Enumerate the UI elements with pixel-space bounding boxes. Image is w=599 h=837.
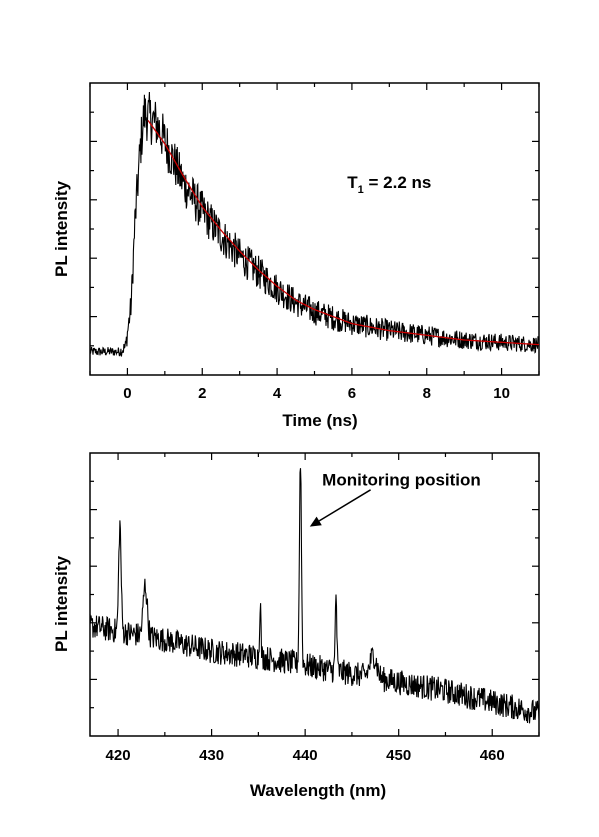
x-tick-label: 2 [198, 385, 206, 402]
x-tick-label: 430 [199, 747, 224, 764]
y-axis-label: PL intensity [52, 555, 71, 652]
x-axis-label: Wavelength (nm) [250, 781, 386, 800]
series-layer [89, 91, 540, 357]
x-axis-label: Time (ns) [282, 411, 357, 430]
annotation-arrowhead [309, 516, 322, 527]
x-tick-label: 420 [106, 747, 131, 764]
decay-chart: 0 2 4 6 8 10 Time (ns) PL intensity T1 = 2.2 … [52, 82, 540, 430]
x-tick-label: 450 [386, 747, 411, 764]
lifetime-symbol: T [347, 173, 358, 192]
lifetime-value: = 2.2 ns [364, 173, 432, 192]
x-tick-label: 8 [423, 385, 431, 402]
x-tick-label: 6 [348, 385, 356, 402]
axis-ticks [90, 453, 540, 736]
lifetime-annotation: T1 = 2.2 ns [347, 173, 431, 196]
decay-trace [89, 91, 540, 357]
annotation-arrow [318, 489, 371, 522]
x-tick-label: 460 [480, 747, 505, 764]
spectrum-trace [89, 468, 540, 724]
lifetime-subscript: 1 [358, 184, 364, 196]
series-layer [89, 468, 540, 724]
x-tick-label: 440 [293, 747, 318, 764]
x-tick-label: 0 [123, 385, 131, 402]
axis-ticks [89, 83, 540, 375]
monitoring-annotation: Monitoring position [322, 471, 481, 490]
x-tick-labels: 420 430 440 450 460 [106, 747, 505, 764]
spectrum-chart: 420 430 440 450 460 Wavelength (nm) PL inten… [52, 452, 540, 800]
fit-curve [147, 120, 540, 346]
x-tick-labels: 0 2 4 6 8 10 [123, 385, 510, 402]
y-axis-label: PL intensity [52, 180, 71, 277]
x-tick-label: 4 [273, 385, 282, 402]
x-tick-label: 10 [493, 385, 510, 402]
